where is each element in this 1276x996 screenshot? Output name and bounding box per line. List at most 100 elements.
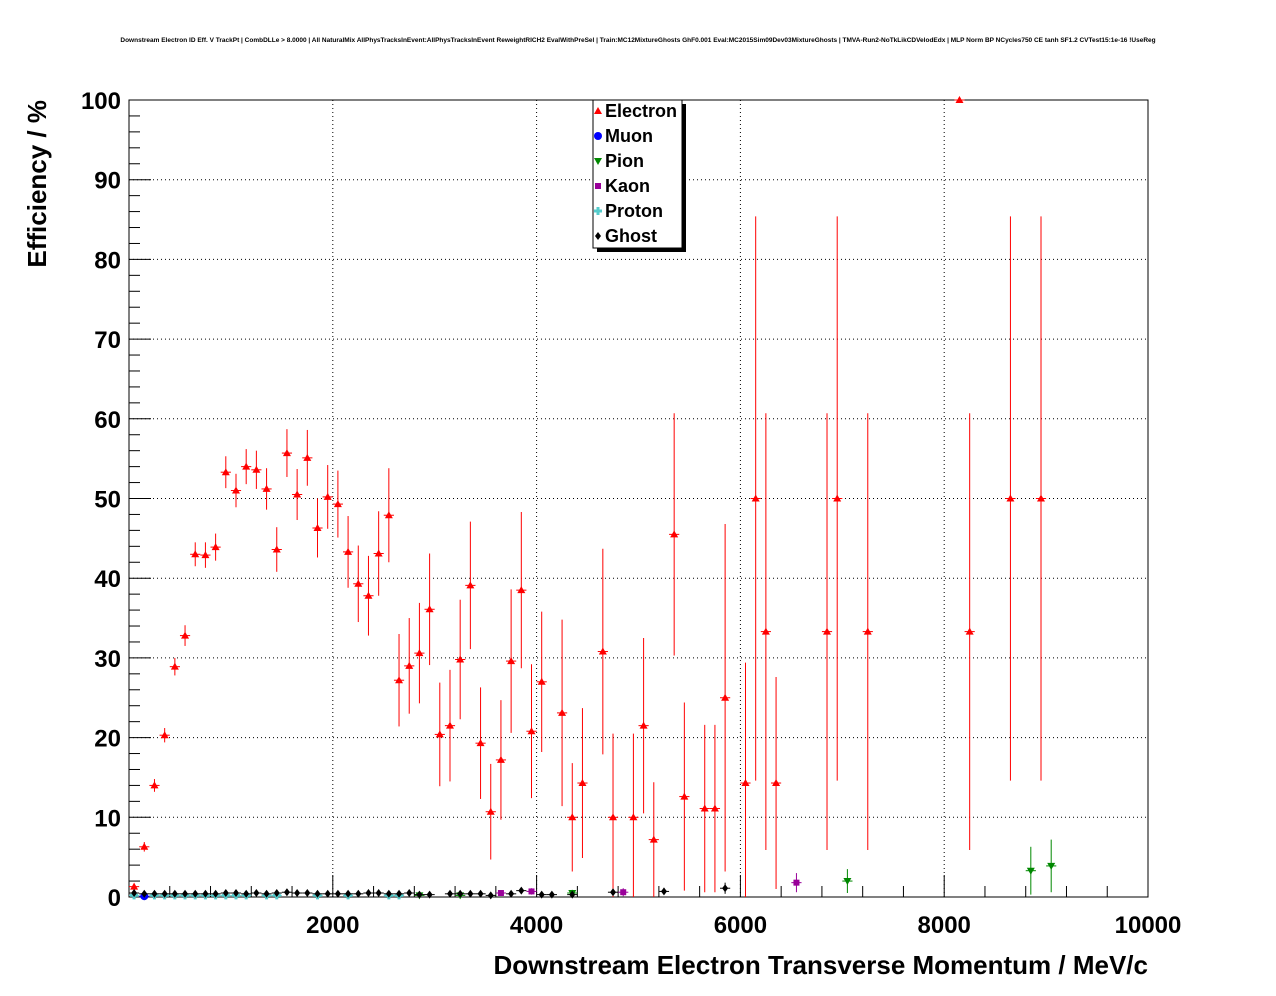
ghost-point [210, 889, 221, 898]
ghost-point [373, 889, 384, 898]
electron-point [628, 733, 639, 897]
electron-marker [517, 586, 526, 594]
ghost-point [179, 889, 191, 898]
y-tick-label: 100 [81, 88, 121, 115]
electron-point [465, 521, 476, 650]
ghost-marker [487, 891, 494, 900]
electron-point [404, 618, 415, 714]
electron-marker [598, 647, 607, 655]
ghost-point [546, 890, 557, 899]
electron-marker [231, 486, 240, 494]
electron-point [179, 625, 191, 646]
legend-marker-kaon [595, 183, 601, 189]
ghost-marker [477, 889, 484, 898]
legend-entry-pion: Pion [594, 151, 644, 171]
electron-point [241, 449, 252, 485]
ghost-marker [365, 889, 372, 898]
electron-point [393, 633, 405, 727]
ghost-marker [131, 889, 138, 898]
electron-marker [863, 627, 872, 635]
legend-box [592, 99, 683, 249]
electron-point [577, 708, 588, 858]
electron-point [638, 637, 649, 814]
ghost-point [129, 889, 140, 898]
electron-point [455, 599, 466, 720]
ghost-marker [294, 889, 301, 898]
pion-point [1025, 846, 1036, 895]
electron-point [556, 619, 568, 807]
ghost-marker [263, 889, 270, 898]
ghost-point [536, 890, 547, 899]
electron-marker [721, 693, 730, 701]
electron-point [709, 724, 721, 893]
electron-marker [710, 804, 719, 812]
electron-marker [445, 721, 454, 729]
ghost-point [404, 889, 415, 898]
electron-point [821, 413, 833, 850]
electron-point [597, 548, 608, 755]
y-tick-label: 30 [94, 646, 121, 673]
electron-point [332, 470, 343, 538]
electron-point [322, 465, 333, 529]
ghost-point [149, 889, 160, 898]
ghost-point [230, 889, 242, 898]
ghost-point [251, 889, 262, 898]
electron-marker [537, 677, 546, 685]
legend: Electron Muon Pion Kaon Proton Ghost [592, 99, 686, 252]
electron-point [720, 524, 731, 872]
electron-marker [333, 500, 342, 508]
ghost-marker [273, 889, 280, 898]
kaon-point [495, 890, 507, 897]
electron-marker [303, 453, 312, 461]
ghost-marker [161, 889, 168, 898]
ghost-marker [334, 889, 341, 898]
electron-marker [527, 727, 536, 735]
y-axis-title: Efficiency / % [22, 100, 52, 268]
electron-marker [609, 813, 618, 821]
electron-point [424, 553, 435, 666]
electron-point [129, 882, 140, 890]
electron-point [669, 413, 680, 656]
ghost-marker [610, 888, 617, 897]
electron-marker [456, 655, 465, 663]
electron-marker [965, 627, 974, 635]
electron-marker [568, 813, 577, 821]
electron-point [699, 724, 710, 893]
electron-marker [242, 462, 251, 470]
ghost-point [261, 889, 272, 898]
kaon-marker [620, 889, 627, 896]
pion-point [842, 869, 853, 894]
ghost-point [465, 889, 476, 898]
ghost-marker [243, 889, 250, 898]
ghost-point [200, 889, 211, 898]
y-axis-ticks: 0 10 20 30 40 50 60 70 80 90 100 [81, 88, 151, 912]
electron-marker [130, 882, 139, 890]
electron-point [383, 468, 394, 563]
ghost-marker [722, 884, 729, 893]
electron-marker [772, 779, 781, 787]
electron-marker [395, 676, 404, 684]
electron-marker [833, 494, 842, 502]
electron-point [251, 450, 262, 489]
ghost-point [658, 887, 670, 896]
legend-marker-ghost [595, 232, 601, 240]
ghost-point [241, 889, 252, 898]
electron-marker [262, 484, 271, 492]
x-tick-label: 8000 [918, 912, 971, 939]
electron-point [526, 664, 537, 799]
electron-point [149, 779, 160, 792]
electron-point [607, 733, 619, 897]
ghost-point [302, 889, 313, 898]
electron-marker [415, 649, 424, 657]
ghost-marker [202, 889, 209, 898]
ghost-marker [446, 889, 453, 898]
y-tick-label: 50 [94, 487, 121, 514]
ghost-marker [548, 890, 555, 899]
electron-marker [578, 779, 587, 787]
y-tick-label: 70 [94, 327, 121, 354]
pion-marker [843, 878, 852, 886]
electron-marker [211, 543, 220, 551]
ghost-marker [416, 890, 423, 899]
